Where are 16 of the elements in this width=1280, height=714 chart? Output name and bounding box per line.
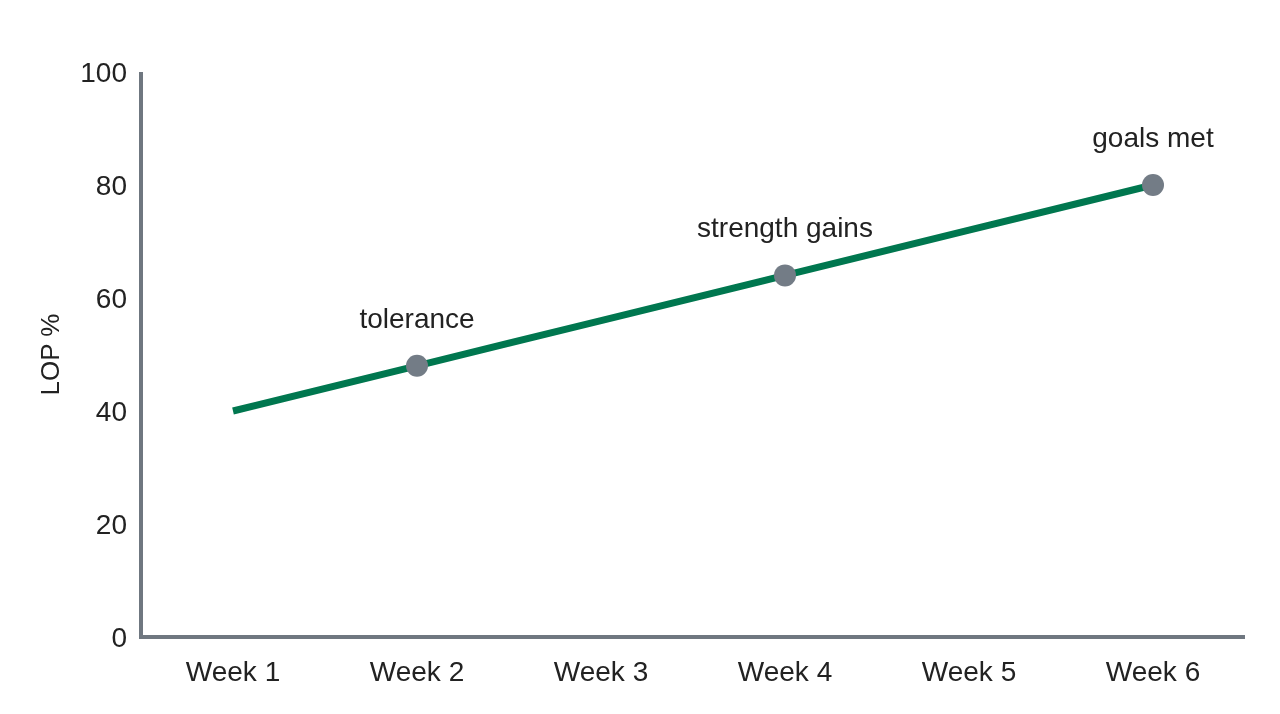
x-tick-label: Week 4 bbox=[737, 655, 833, 687]
x-tick-label: Week 1 bbox=[185, 655, 281, 687]
annotation: goals met bbox=[1092, 122, 1214, 153]
y-tick-label: 20 bbox=[95, 508, 127, 540]
y-tick-label: 80 bbox=[95, 169, 127, 201]
y-tick-label: 60 bbox=[95, 282, 127, 314]
x-tick-label: Week 5 bbox=[921, 655, 1017, 687]
x-tick-label: Week 3 bbox=[553, 655, 649, 687]
annotation: tolerance bbox=[359, 302, 475, 334]
annotation: strength gains bbox=[697, 212, 873, 244]
x-tick-label: Week 2 bbox=[369, 655, 465, 687]
y-tick-label: 100 bbox=[80, 56, 127, 88]
y-tick-label: 40 bbox=[95, 395, 127, 427]
y-axis-title: LOP % bbox=[35, 313, 65, 396]
x-tick-label: Week 6 bbox=[1105, 655, 1201, 687]
y-tick-label: 0 bbox=[111, 621, 127, 653]
